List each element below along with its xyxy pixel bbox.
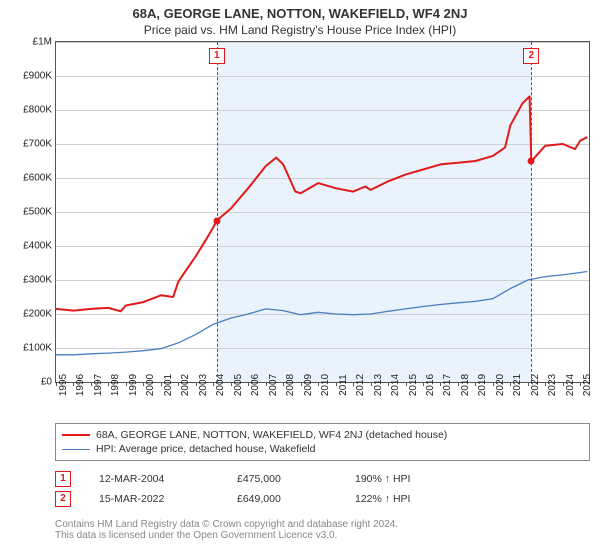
legend-item-property: 68A, GEORGE LANE, NOTTON, WAKEFIELD, WF4… [62, 428, 583, 442]
y-axis-label: £600K [23, 173, 52, 184]
annotation-row-1: 1 12-MAR-2004 £475,000 190% ↑ HPI [55, 469, 590, 489]
footer-attribution: Contains HM Land Registry data © Crown c… [55, 519, 590, 541]
chart-container: 68A, GEORGE LANE, NOTTON, WAKEFIELD, WF4… [0, 6, 600, 560]
legend-label: 68A, GEORGE LANE, NOTTON, WAKEFIELD, WF4… [96, 429, 447, 441]
y-axis-label: £300K [23, 275, 52, 286]
marker-dot-1 [213, 217, 220, 224]
y-axis-label: £100K [23, 343, 52, 354]
chart-subtitle: Price paid vs. HM Land Registry's House … [0, 23, 600, 37]
legend-swatch [62, 434, 90, 436]
chart-title: 68A, GEORGE LANE, NOTTON, WAKEFIELD, WF4… [0, 6, 600, 21]
marker-line-2 [531, 42, 532, 382]
marker-line-1 [217, 42, 218, 382]
annotation-price: £649,000 [237, 493, 327, 505]
marker-badge-1: 1 [209, 48, 225, 64]
annotation-hpi: 122% ↑ HPI [355, 493, 465, 505]
annotation-badge: 2 [55, 491, 71, 507]
x-axis-labels: 1995199619971998199920002001200220032004… [55, 383, 590, 417]
y-axis-label: £900K [23, 71, 52, 82]
series-line-property [56, 96, 587, 311]
legend-item-hpi: HPI: Average price, detached house, Wake… [62, 442, 583, 456]
marker-dot-2 [528, 158, 535, 165]
legend-swatch [62, 449, 90, 450]
footer-line-2: This data is licensed under the Open Gov… [55, 530, 590, 541]
y-axis-label: £0 [41, 377, 52, 388]
y-axis-label: £400K [23, 241, 52, 252]
footer-line-1: Contains HM Land Registry data © Crown c… [55, 519, 590, 530]
annotation-hpi: 190% ↑ HPI [355, 473, 465, 485]
annotation-table: 1 12-MAR-2004 £475,000 190% ↑ HPI 2 15-MAR-20… [55, 469, 590, 509]
marker-badge-2: 2 [523, 48, 539, 64]
annotation-price: £475,000 [237, 473, 327, 485]
line-plot-svg [56, 42, 589, 382]
y-axis-label: £800K [23, 105, 52, 116]
y-axis-label: £500K [23, 207, 52, 218]
annotation-row-2: 2 15-MAR-2022 £649,000 122% ↑ HPI [55, 489, 590, 509]
annotation-badge: 1 [55, 471, 71, 487]
y-axis-label: £1M [33, 37, 52, 48]
annotation-date: 15-MAR-2022 [99, 493, 209, 505]
y-axis-label: £200K [23, 309, 52, 320]
annotation-date: 12-MAR-2004 [99, 473, 209, 485]
series-line-hpi [56, 272, 587, 355]
plot-area: £0£100K£200K£300K£400K£500K£600K£700K£80… [55, 41, 590, 383]
legend-label: HPI: Average price, detached house, Wake… [96, 443, 315, 455]
legend: 68A, GEORGE LANE, NOTTON, WAKEFIELD, WF4… [55, 423, 590, 461]
y-axis-label: £700K [23, 139, 52, 150]
